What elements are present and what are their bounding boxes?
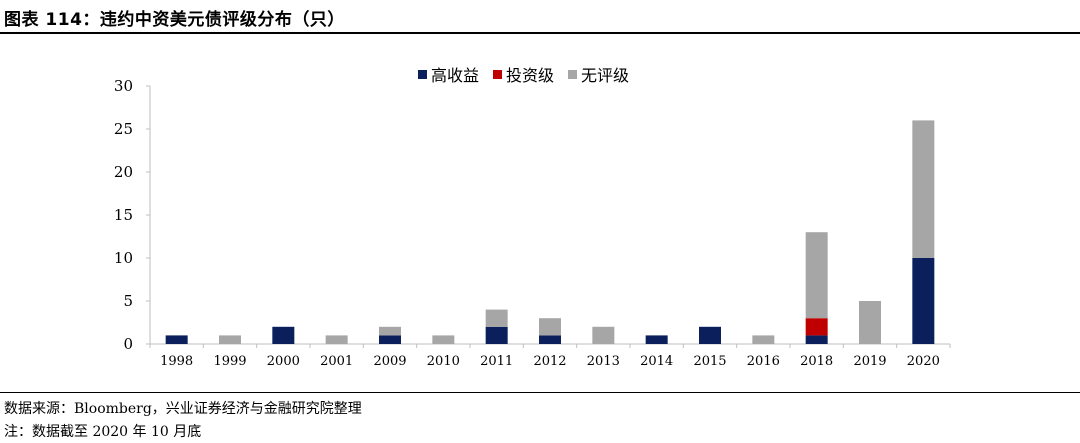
x-tick-label: 2000 [267, 354, 300, 369]
x-tick-label: 1998 [160, 354, 193, 369]
bar-segment [379, 335, 401, 344]
legend-item-high-yield: 高收益 [418, 62, 479, 86]
x-tick-label: 2014 [640, 354, 673, 369]
y-tick-label: 20 [114, 163, 133, 181]
x-tick-label: 2019 [853, 354, 886, 369]
x-tick-label: 2015 [693, 354, 726, 369]
title-divider [0, 32, 1080, 34]
y-tick-label: 10 [114, 249, 133, 267]
bar-segment [485, 309, 508, 327]
x-tick-label: 2009 [373, 354, 406, 369]
y-tick-label: 5 [123, 292, 133, 310]
legend: 高收益 投资级 无评级 [418, 62, 629, 86]
x-tick-label: 1999 [213, 354, 246, 369]
footnote: 注：数据截至 2020 年 10 月底 [4, 424, 202, 440]
bar-segment [485, 326, 508, 344]
y-tick-label: 25 [114, 120, 133, 138]
x-tick-label: 2001 [320, 354, 353, 369]
bar-segment [645, 335, 668, 344]
x-tick-label: 2018 [800, 354, 833, 369]
legend-swatch-investment-grade [493, 69, 503, 79]
chart-title: 图表 114：违约中资美元债评级分布（只） [4, 10, 345, 30]
bar-segment [752, 335, 775, 344]
legend-item-unrated: 无评级 [568, 62, 629, 86]
bar-segment [805, 335, 828, 344]
bar-segment [699, 326, 721, 344]
bar-segment [805, 318, 828, 336]
x-tick-label: 2010 [427, 354, 460, 369]
x-tick-label: 2012 [533, 354, 566, 369]
bar-segment [379, 326, 401, 336]
x-tick-label: 2016 [747, 354, 780, 369]
bar-segment [592, 326, 615, 344]
y-tick-label: 30 [114, 77, 133, 95]
bar-segment [219, 335, 241, 344]
bar-segment [165, 335, 188, 344]
bar-segment [325, 335, 348, 344]
legend-swatch-high-yield [418, 69, 427, 79]
legend-label-investment-grade: 投资级 [506, 66, 555, 85]
legend-item-investment-grade: 投资级 [493, 62, 554, 86]
bar-segment [272, 326, 295, 344]
legend-label-unrated: 无评级 [581, 66, 630, 85]
bar-segment [805, 232, 828, 319]
y-tick-label: 15 [114, 206, 133, 224]
stacked-bar-chart: 0 5 10 15 20 25 30 1998 1999 2000 2001 2009 2010 2011… [114, 77, 951, 369]
footer-divider [0, 392, 1080, 393]
source-note: 数据来源：Bloomberg，兴业证券经济与金融研究院整理 [4, 401, 362, 417]
y-tick-label: 0 [123, 335, 133, 353]
bar-segment [912, 120, 935, 259]
bar-segment [912, 258, 935, 344]
bar-segment [539, 318, 561, 336]
bar-segment [859, 301, 881, 344]
legend-swatch-unrated [568, 69, 578, 79]
x-tick-label: 2013 [587, 354, 620, 369]
bar-segment [432, 335, 455, 344]
x-tick-label: 2011 [480, 354, 513, 369]
legend-label-high-yield: 高收益 [431, 66, 480, 85]
x-tick-label: 2020 [907, 354, 940, 369]
bar-segment [539, 335, 561, 344]
